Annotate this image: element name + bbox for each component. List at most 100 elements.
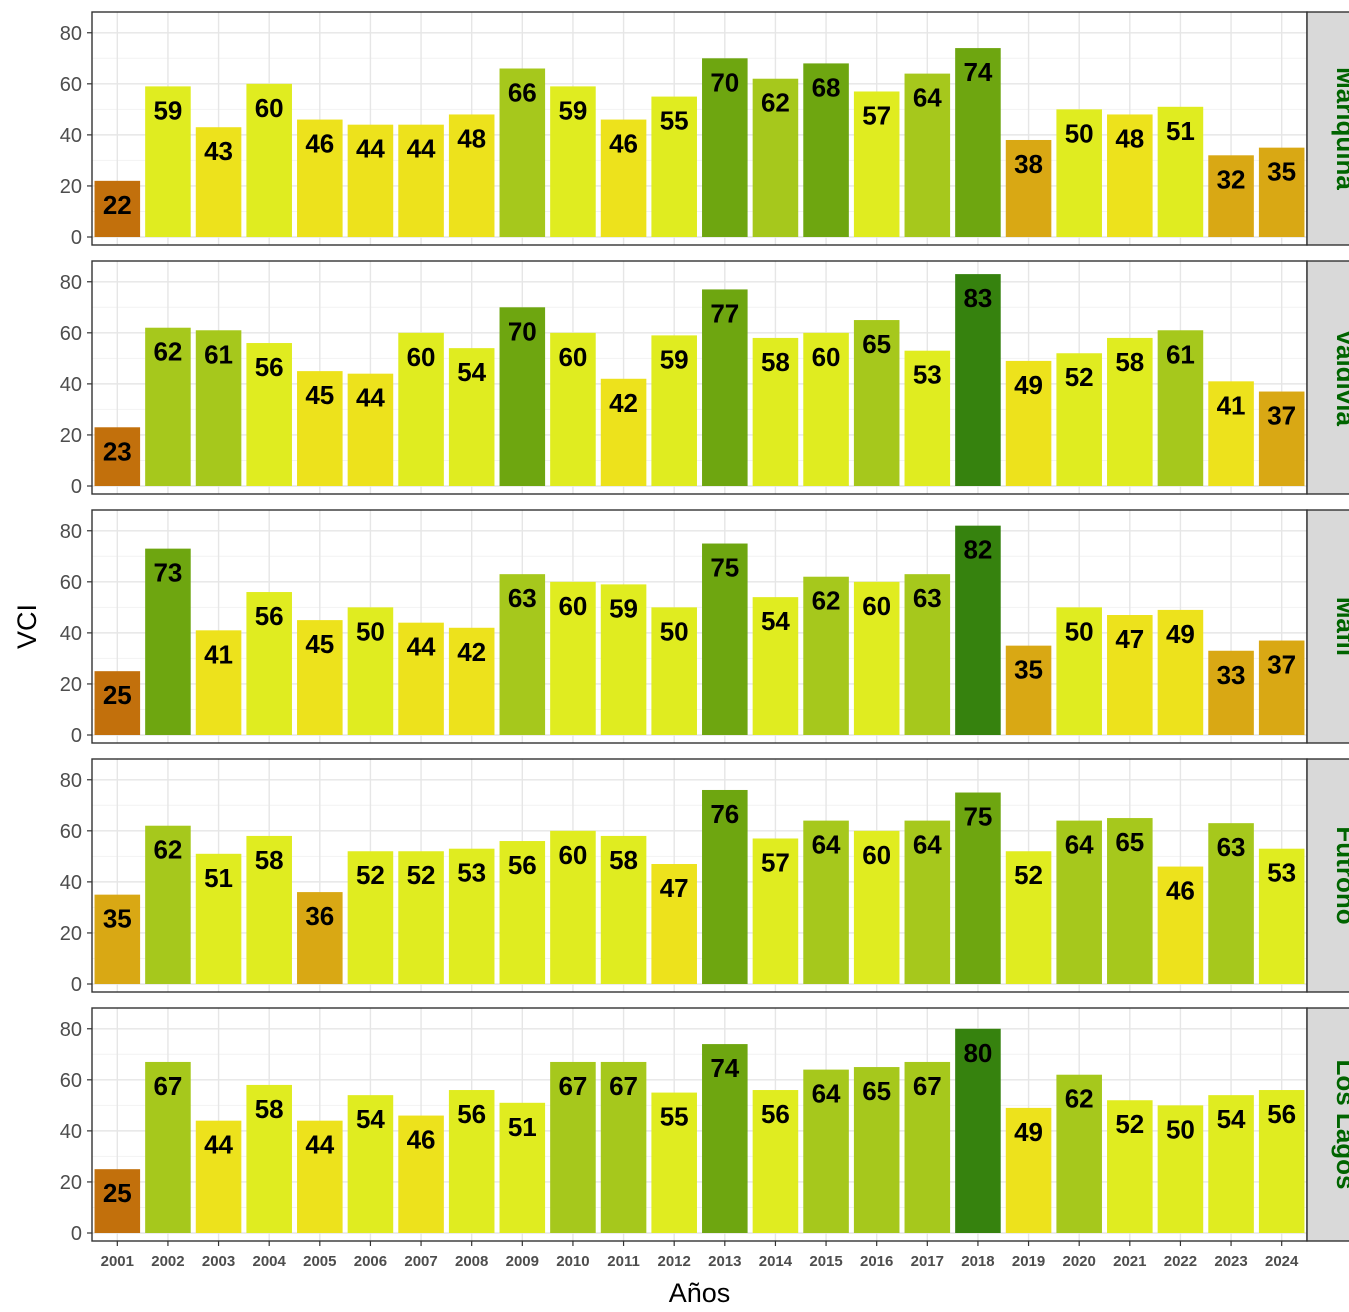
bar-value-label: 50	[1166, 1114, 1195, 1144]
bar	[651, 335, 697, 486]
bar	[550, 830, 596, 984]
x-tick-label: 2016	[860, 1253, 893, 1270]
bar-value-label: 58	[1115, 347, 1144, 377]
bar-value-label: 46	[1166, 876, 1195, 906]
y-tick-label: 80	[60, 521, 82, 543]
bar-value-label: 58	[255, 845, 284, 875]
bar-value-label: 38	[1014, 149, 1043, 179]
bar-value-label: 35	[1014, 655, 1043, 685]
bar-value-label: 52	[1014, 860, 1043, 890]
bar	[1157, 609, 1204, 735]
bar-value-label: 42	[457, 637, 486, 667]
bar	[1258, 640, 1305, 735]
bar	[1208, 381, 1254, 486]
bar	[752, 838, 799, 984]
bar-value-label: 77	[710, 298, 739, 328]
bar-value-label: 50	[660, 616, 689, 646]
bar-value-label: 43	[204, 136, 233, 166]
bar-value-label: 46	[305, 129, 334, 159]
bar-value-label: 49	[1166, 619, 1195, 649]
bar-value-label: 70	[508, 316, 537, 346]
bar	[904, 1061, 951, 1233]
bar-value-label: 32	[1217, 164, 1246, 194]
bar	[651, 864, 697, 984]
bar-value-label: 60	[558, 342, 587, 372]
bar	[600, 378, 647, 486]
bar-value-label: 59	[153, 95, 182, 125]
y-tick-label: 60	[60, 74, 82, 96]
bar-value-label: 37	[1267, 401, 1296, 431]
y-tick-label: 20	[60, 425, 82, 447]
x-tick-label: 2001	[101, 1253, 134, 1270]
bar	[145, 825, 191, 984]
bar	[752, 337, 799, 486]
bar	[398, 1115, 444, 1233]
bar	[1157, 330, 1204, 486]
bar-value-label: 54	[761, 606, 790, 636]
facet-strip	[1306, 758, 1349, 993]
bar	[752, 597, 799, 735]
bar-value-label: 66	[508, 78, 537, 108]
bar	[246, 83, 292, 237]
y-tick-label: 20	[60, 674, 82, 696]
bar-value-label: 64	[913, 830, 942, 860]
bar	[702, 543, 748, 735]
x-tick-label: 2012	[658, 1253, 691, 1270]
x-tick-label: 2022	[1164, 1253, 1197, 1270]
bar-value-label: 68	[812, 72, 841, 102]
bar-value-label: 35	[103, 904, 132, 934]
bar	[904, 350, 951, 486]
bar	[246, 343, 292, 486]
bar-value-label: 44	[356, 383, 385, 413]
facet-strip	[1306, 1007, 1349, 1242]
bar-value-label: 45	[305, 629, 334, 659]
bar	[246, 835, 292, 984]
bar	[499, 841, 546, 984]
y-tick-label: 0	[71, 974, 82, 996]
bar	[246, 592, 292, 735]
bar-value-label: 74	[710, 1053, 739, 1083]
bar	[145, 327, 191, 486]
bar	[145, 548, 191, 735]
bar	[195, 1120, 242, 1233]
x-tick-label: 2015	[809, 1253, 842, 1270]
bar-value-label: 60	[862, 840, 891, 870]
bar-value-label: 67	[609, 1071, 638, 1101]
facet-strip-label: Máfil	[1331, 597, 1349, 656]
bar	[803, 820, 849, 984]
y-tick-label: 40	[60, 1121, 82, 1143]
x-tick-label: 2004	[253, 1253, 287, 1270]
x-tick-label: 2020	[1063, 1253, 1096, 1270]
bar	[1258, 1090, 1305, 1233]
bar-value-label: 55	[660, 106, 689, 136]
bar-value-label: 52	[1065, 362, 1094, 392]
bar-value-label: 62	[153, 337, 182, 367]
x-tick-label: 2007	[404, 1253, 437, 1270]
bar-value-label: 53	[1267, 858, 1296, 888]
bar-value-label: 70	[710, 67, 739, 97]
bar	[1005, 1107, 1052, 1233]
bar-value-label: 54	[1217, 1104, 1246, 1134]
bar-value-label: 52	[356, 860, 385, 890]
x-tick-label: 2002	[151, 1253, 184, 1270]
bar	[1056, 353, 1102, 486]
bar	[853, 1067, 900, 1233]
bar-value-label: 64	[812, 1079, 841, 1109]
bar-value-label: 50	[356, 616, 385, 646]
y-tick-label: 80	[60, 770, 82, 792]
bar-value-label: 58	[609, 845, 638, 875]
bar	[145, 1061, 191, 1233]
bar-value-label: 60	[812, 342, 841, 372]
bar	[955, 1028, 1001, 1233]
bar	[297, 892, 343, 984]
bar-value-label: 55	[660, 1102, 689, 1132]
bar-value-label: 57	[862, 100, 891, 130]
bar-value-label: 54	[356, 1104, 385, 1134]
bar-value-label: 22	[103, 190, 132, 220]
bar-value-label: 50	[1065, 616, 1094, 646]
y-tick-label: 20	[60, 923, 82, 945]
bar-value-label: 51	[204, 863, 233, 893]
bar	[195, 630, 242, 735]
bar	[752, 78, 799, 237]
